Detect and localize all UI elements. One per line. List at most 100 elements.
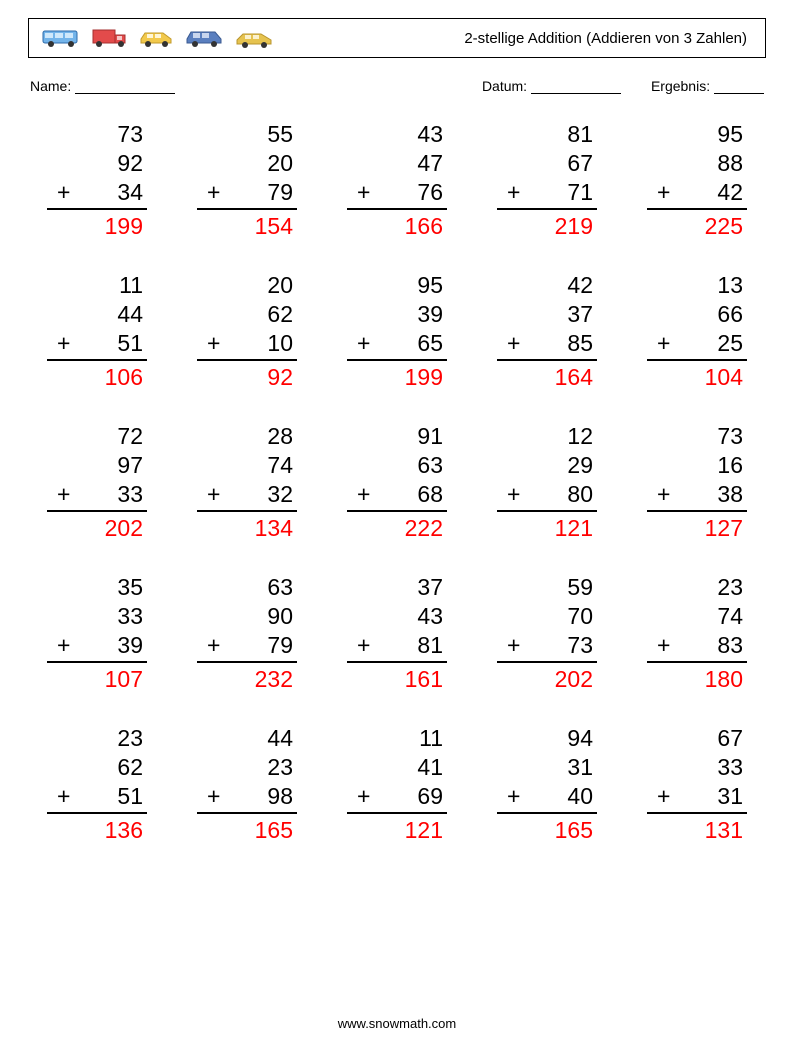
addend-2: 62 — [47, 753, 147, 782]
answer: 219 — [497, 210, 597, 241]
answer: 136 — [47, 814, 147, 845]
answer: 199 — [47, 210, 147, 241]
addend-3: +65 — [347, 329, 447, 362]
addend-1: 37 — [347, 573, 447, 602]
problem-13: 9163+68222 — [347, 422, 447, 543]
addend-2: 88 — [647, 149, 747, 178]
addend-2: 90 — [197, 602, 297, 631]
answer: 107 — [47, 663, 147, 694]
addend-1: 11 — [47, 271, 147, 300]
name-label: Name: — [30, 78, 71, 94]
addend-1: 13 — [647, 271, 747, 300]
addend-2: 29 — [497, 451, 597, 480]
worksheet-title: 2-stellige Addition (Addieren von 3 Zahl… — [464, 30, 753, 47]
result-blank[interactable] — [714, 79, 764, 94]
answer: 225 — [647, 210, 747, 241]
addend-1: 95 — [647, 120, 747, 149]
addend-2: 43 — [347, 602, 447, 631]
answer: 165 — [197, 814, 297, 845]
van-icon — [41, 27, 85, 49]
addend-3: +68 — [347, 480, 447, 513]
addend-1: 23 — [47, 724, 147, 753]
addend-1: 20 — [197, 271, 297, 300]
answer: 154 — [197, 210, 297, 241]
answer: 199 — [347, 361, 447, 392]
addend-1: 73 — [647, 422, 747, 451]
suv-icon — [183, 27, 227, 49]
addend-3: +10 — [197, 329, 297, 362]
answer: 166 — [347, 210, 447, 241]
addend-3: +76 — [347, 178, 447, 211]
problems-grid: 7392+341995520+791544347+761668167+71219… — [28, 120, 766, 845]
addend-2: 47 — [347, 149, 447, 178]
answer: 104 — [647, 361, 747, 392]
problem-16: 3533+39107 — [47, 573, 147, 694]
addend-3: +83 — [647, 631, 747, 664]
answer: 222 — [347, 512, 447, 543]
date-blank[interactable] — [531, 79, 621, 94]
addend-2: 67 — [497, 149, 597, 178]
addend-1: 35 — [47, 573, 147, 602]
addend-2: 44 — [47, 300, 147, 329]
addend-3: +73 — [497, 631, 597, 664]
answer: 180 — [647, 663, 747, 694]
problem-8: 9539+65199 — [347, 271, 447, 392]
addend-3: +38 — [647, 480, 747, 513]
problem-5: 9588+42225 — [647, 120, 747, 241]
meta-row: Name: Datum: Ergebnis: — [28, 78, 766, 94]
addend-2: 74 — [197, 451, 297, 480]
addend-3: +79 — [197, 178, 297, 211]
result-label: Ergebnis: — [651, 78, 710, 94]
answer: 232 — [197, 663, 297, 694]
problem-21: 2362+51136 — [47, 724, 147, 845]
answer: 127 — [647, 512, 747, 543]
name-blank[interactable] — [75, 79, 175, 94]
addend-3: +33 — [47, 480, 147, 513]
problem-4: 8167+71219 — [497, 120, 597, 241]
addend-3: +31 — [647, 782, 747, 815]
addend-1: 44 — [197, 724, 297, 753]
addend-3: +51 — [47, 782, 147, 815]
problem-2: 5520+79154 — [197, 120, 297, 241]
problem-24: 9431+40165 — [497, 724, 597, 845]
problem-17: 6390+79232 — [197, 573, 297, 694]
addend-1: 67 — [647, 724, 747, 753]
addend-1: 42 — [497, 271, 597, 300]
date-field: Datum: — [482, 78, 621, 94]
problem-9: 4237+85164 — [497, 271, 597, 392]
addend-3: +85 — [497, 329, 597, 362]
addend-3: +71 — [497, 178, 597, 211]
answer: 202 — [47, 512, 147, 543]
addend-3: +42 — [647, 178, 747, 211]
answer: 164 — [497, 361, 597, 392]
addend-2: 37 — [497, 300, 597, 329]
problem-12: 2874+32134 — [197, 422, 297, 543]
problem-22: 4423+98165 — [197, 724, 297, 845]
addend-3: +79 — [197, 631, 297, 664]
addend-1: 73 — [47, 120, 147, 149]
problem-19: 5970+73202 — [497, 573, 597, 694]
answer: 106 — [47, 361, 147, 392]
car-icon — [137, 27, 177, 49]
addend-3: +25 — [647, 329, 747, 362]
problem-6: 1144+51106 — [47, 271, 147, 392]
problem-18: 3743+81161 — [347, 573, 447, 694]
addend-1: 91 — [347, 422, 447, 451]
addend-1: 55 — [197, 120, 297, 149]
addend-2: 62 — [197, 300, 297, 329]
footer-url: www.snowmath.com — [0, 1016, 794, 1031]
addend-3: +40 — [497, 782, 597, 815]
problem-7: 2062+1092 — [197, 271, 297, 392]
header-bar: 2-stellige Addition (Addieren von 3 Zahl… — [28, 18, 766, 58]
addend-2: 33 — [47, 602, 147, 631]
addend-3: +39 — [47, 631, 147, 664]
addend-3: +69 — [347, 782, 447, 815]
addend-2: 41 — [347, 753, 447, 782]
answer: 134 — [197, 512, 297, 543]
addend-1: 94 — [497, 724, 597, 753]
addend-3: +80 — [497, 480, 597, 513]
answer: 92 — [197, 361, 297, 392]
addend-1: 11 — [347, 724, 447, 753]
addend-2: 20 — [197, 149, 297, 178]
addend-2: 63 — [347, 451, 447, 480]
